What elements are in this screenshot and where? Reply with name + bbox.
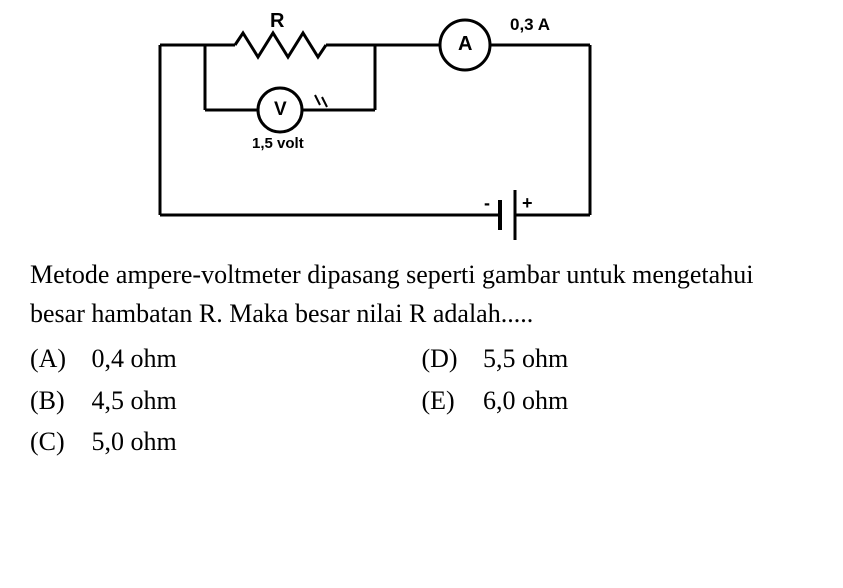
option-d-text: 5,5 ohm [483, 344, 568, 373]
option-row-3: (C) 5,0 ohm [30, 421, 813, 463]
option-a-label: (A) [30, 338, 85, 380]
voltmeter-label: V [274, 99, 287, 121]
option-e-label: (E) [422, 380, 477, 422]
battery-neg: - [484, 193, 490, 214]
option-d-label: (D) [422, 338, 477, 380]
option-row-2: (B) 4,5 ohm (E) 6,0 ohm [30, 380, 813, 422]
option-c-label: (C) [30, 421, 85, 463]
option-e-text: 6,0 ohm [483, 386, 568, 415]
option-b: (B) 4,5 ohm [30, 380, 422, 422]
option-d: (D) 5,5 ohm [422, 338, 814, 380]
ammeter-reading: 0,3 A [510, 15, 550, 35]
option-c: (C) 5,0 ohm [30, 421, 450, 463]
ammeter-label: A [458, 33, 472, 56]
option-a-text: 0,4 ohm [92, 344, 177, 373]
battery-pos: + [522, 193, 533, 214]
circuit-svg [150, 15, 650, 245]
option-e: (E) 6,0 ohm [422, 380, 814, 422]
option-a: (A) 0,4 ohm [30, 338, 422, 380]
option-b-text: 4,5 ohm [92, 386, 177, 415]
options-container: (A) 0,4 ohm (D) 5,5 ohm (B) 4,5 ohm (E) … [10, 338, 833, 463]
resistor-label: R [270, 10, 284, 33]
circuit-diagram: R A 0,3 A V 1,5 volt - + [150, 15, 650, 245]
option-b-label: (B) [30, 380, 85, 422]
question-text: Metode ampere-voltmeter dipasang seperti… [10, 255, 833, 333]
option-c-text: 5,0 ohm [92, 427, 177, 456]
voltmeter-reading: 1,5 volt [252, 135, 304, 152]
option-row-1: (A) 0,4 ohm (D) 5,5 ohm [30, 338, 813, 380]
